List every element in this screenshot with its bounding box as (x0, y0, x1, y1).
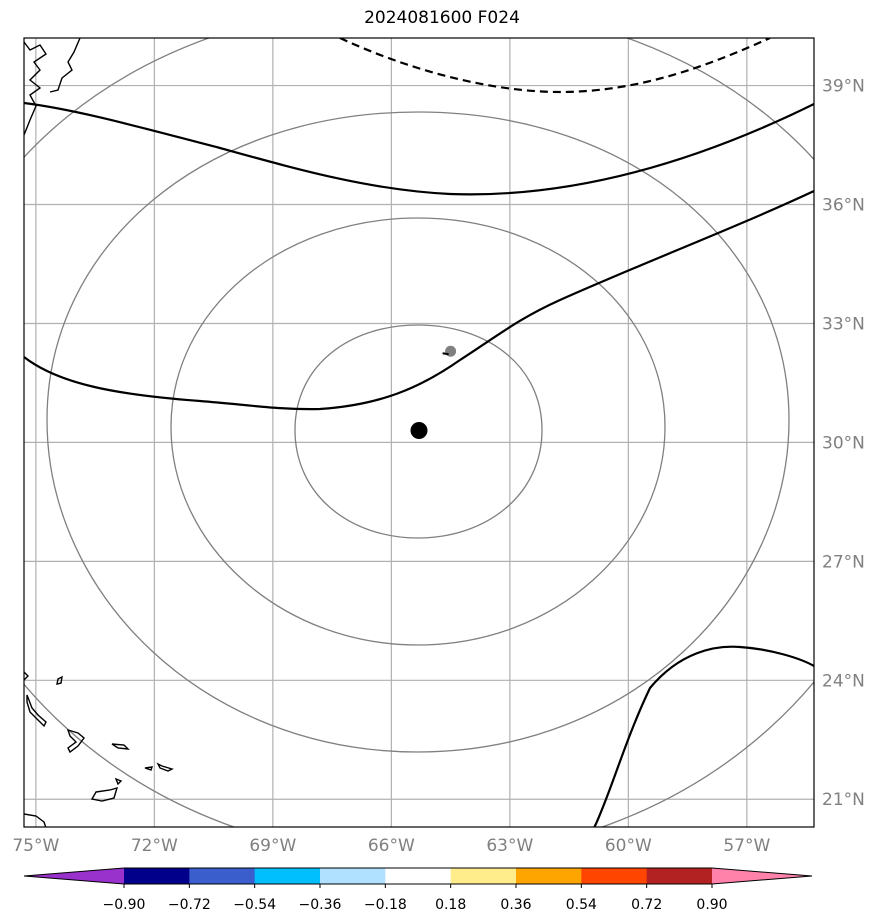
colorbar-segment-3 (254, 868, 321, 884)
colorbar-labels: −0.90 −0.72 −0.54 −0.36 −0.18 0.18 0.36 0.54 0.7… (103, 884, 728, 913)
lat-label-0: 21°N (822, 790, 865, 810)
latitude-labels: 21°N 24°N 27°N 30°N 33°N 36°N 39°N (822, 77, 865, 811)
range-ring-4 (24, 38, 814, 827)
lon-label-5: 60°W (605, 836, 652, 856)
contour-middle (24, 190, 814, 411)
colorbar-label-1: −0.72 (168, 897, 211, 913)
colorbar-label-4: −0.18 (364, 897, 407, 913)
colorbar (23, 867, 813, 885)
island-hispaniola (26, 694, 47, 728)
colorbar-label-6: 0.36 (500, 897, 531, 913)
lat-label-1: 24°N (822, 671, 865, 691)
storm-center-point (410, 422, 428, 440)
lat-label-6: 39°N (822, 77, 865, 97)
storm-points (410, 345, 457, 440)
contour-lower-right (593, 645, 814, 827)
range-ring-1 (294, 324, 543, 539)
coastlines (24, 38, 174, 827)
range-ring-3 (46, 111, 790, 753)
island-bahamas-2 (56, 675, 63, 685)
colorbar-segment-1 (124, 868, 190, 884)
lat-label-2: 27°N (822, 552, 865, 572)
longitude-labels: 75°W 72°W 69°W 66°W 63°W 60°W 57°W (12, 836, 770, 856)
colorbar-label-8: 0.72 (631, 897, 662, 913)
range-rings (24, 38, 814, 827)
colorbar-segment-5 (385, 868, 452, 884)
lon-label-4: 63°W (486, 836, 533, 856)
colorbar-extend-high (712, 868, 812, 884)
colorbar-extend-low (24, 868, 124, 884)
colorbar-segment-4 (320, 868, 386, 884)
lon-label-2: 69°W (249, 836, 296, 856)
colorbar-label-0: −0.90 (103, 897, 146, 913)
island-puerto-rico-2 (111, 743, 130, 750)
colorbar-segment-9 (646, 868, 713, 884)
lat-label-4: 33°N (822, 314, 865, 334)
colorbar-segment-7 (516, 868, 582, 884)
map-title: 2024081600 F024 (364, 8, 520, 28)
graticule (24, 38, 814, 827)
island-virgin-2 (156, 762, 174, 772)
coastline-south-america (24, 813, 47, 827)
lon-label-3: 66°W (368, 836, 415, 856)
coastline-north-america (24, 41, 47, 136)
contour-dashed (339, 38, 771, 94)
range-ring-2 (170, 217, 666, 646)
colorbar-segment-2 (189, 868, 256, 884)
island-bahamas-1 (24, 671, 29, 681)
colorbar-label-7: 0.54 (566, 897, 597, 913)
colorbar-label-9: 0.90 (696, 897, 727, 913)
colorbar-label-5: 0.18 (435, 897, 466, 913)
lon-label-0: 75°W (12, 836, 59, 856)
lon-label-6: 57°W (723, 836, 770, 856)
colorbar-segment-6 (450, 868, 517, 884)
lat-label-5: 36°N (822, 196, 865, 216)
lat-label-3: 30°N (822, 433, 865, 453)
island-virgin-1 (144, 766, 154, 771)
colorbar-label-2: −0.54 (233, 897, 276, 913)
colorbar-segment-8 (581, 868, 648, 884)
contours (24, 38, 814, 827)
map-frame (23, 37, 815, 828)
island-puerto-rico-1 (66, 728, 85, 754)
island-lesser-antilles (114, 777, 123, 786)
coastline-nova-scotia (49, 38, 81, 93)
secondary-point (445, 345, 457, 357)
secondary-point-track (442, 352, 449, 356)
colorbar-label-3: −0.36 (299, 897, 342, 913)
lon-label-1: 72°W (131, 836, 178, 856)
contour-upper (24, 101, 814, 196)
island-guadeloupe (90, 786, 119, 802)
